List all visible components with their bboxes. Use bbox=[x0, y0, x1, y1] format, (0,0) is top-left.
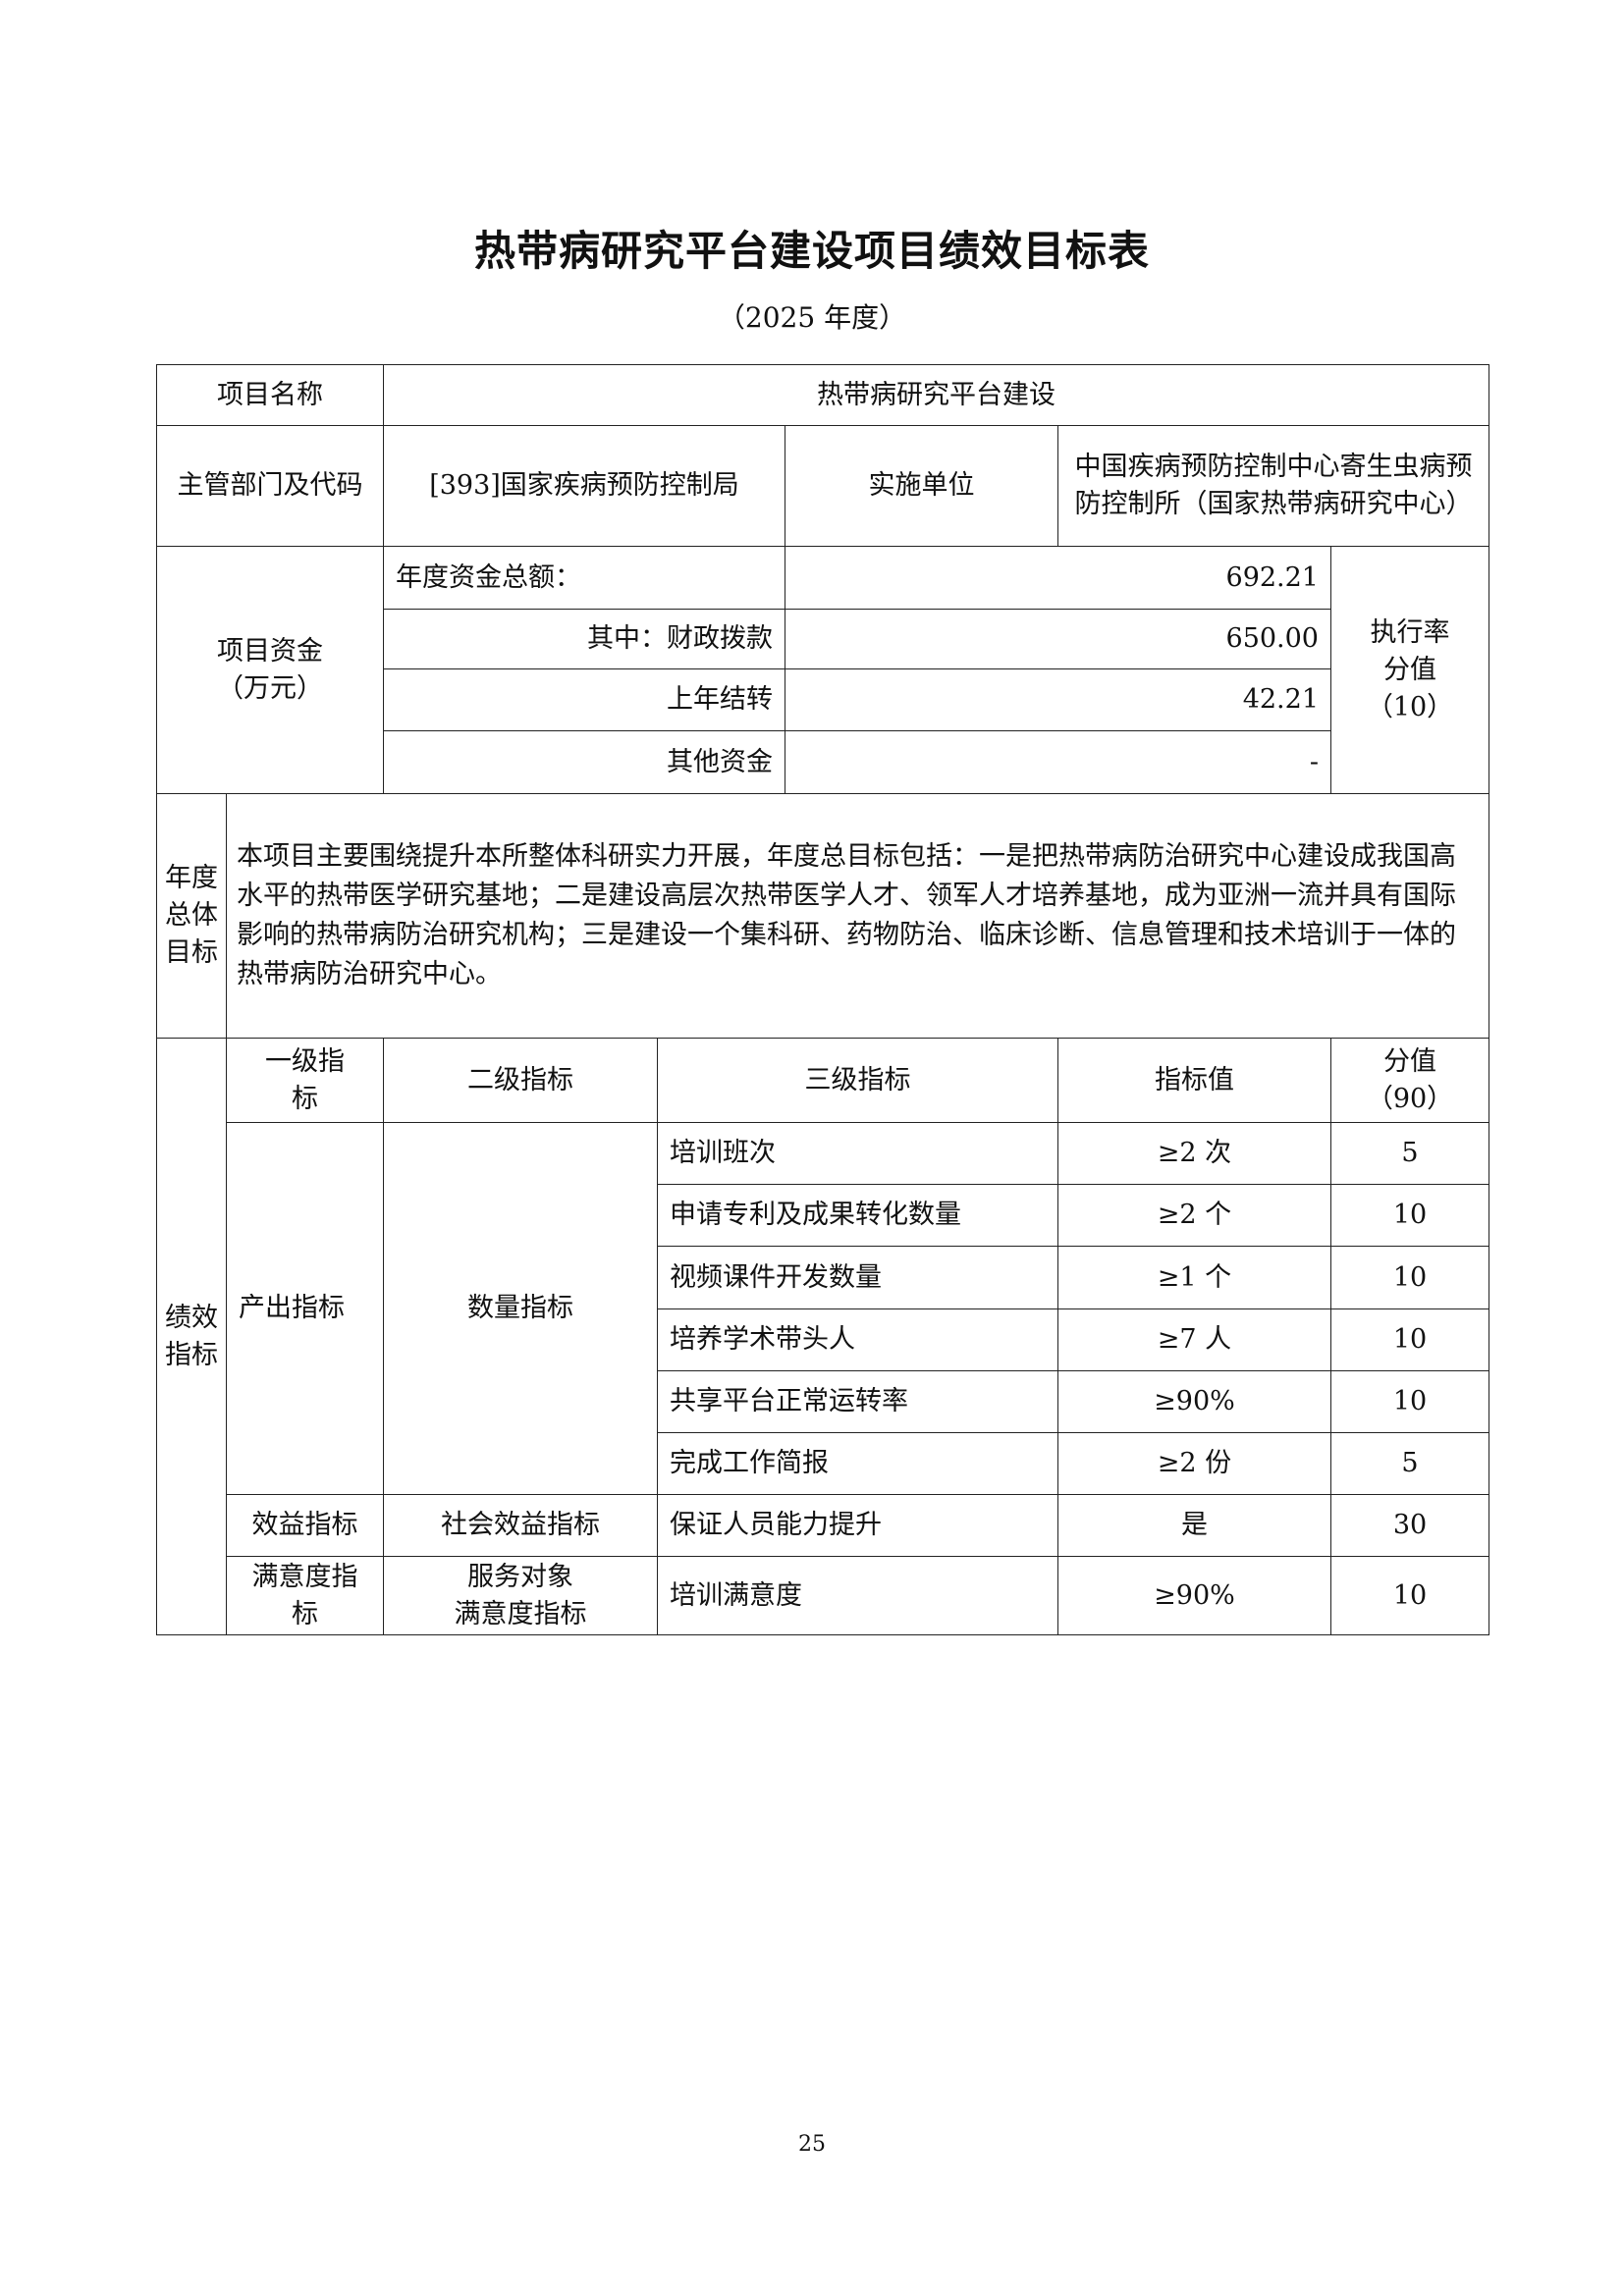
indicator-name: 培训满意度 bbox=[657, 1556, 1058, 1635]
header-value: 指标值 bbox=[1057, 1038, 1331, 1123]
funds-label-unit: （万元） bbox=[217, 672, 323, 704]
indicator-value: ≥2 次 bbox=[1057, 1122, 1331, 1185]
table-row: 年度总体目标 本项目主要围绕提升本所整体科研实力开展，年度总目标包括：一是把热带… bbox=[156, 793, 1490, 1039]
exec-label-score: （10） bbox=[1366, 691, 1454, 722]
performance-target-table: 项目名称 热带病研究平台建设 主管部门及代码 [393]国家疾病预防控制局 实施… bbox=[156, 364, 1490, 1635]
satisfaction-level2: 服务对象 满意度指标 bbox=[383, 1556, 658, 1635]
indicator-name: 申请专利及成果转化数量 bbox=[657, 1184, 1058, 1247]
indicator-score: 10 bbox=[1329, 1370, 1490, 1433]
indicator-name: 完成工作简报 bbox=[657, 1432, 1058, 1495]
exec-label-line: 执行率 bbox=[1370, 616, 1450, 648]
table-row: 培养学术带头人 ≥7 人 10 bbox=[157, 1308, 1490, 1371]
indicator-value: 是 bbox=[1057, 1494, 1331, 1557]
fund-row-label: 其中：财政拨款 bbox=[383, 609, 785, 669]
table-row: 项目名称 热带病研究平台建设 bbox=[156, 364, 1490, 426]
indicator-name: 培训班次 bbox=[657, 1122, 1058, 1185]
table-row: 完成工作简报 ≥2 份 5 bbox=[157, 1432, 1490, 1495]
indicator-value: ≥90% bbox=[1057, 1556, 1331, 1635]
page-number: 25 bbox=[798, 2132, 826, 2157]
table-row: 其他资金 - bbox=[157, 730, 1489, 794]
table-row: 效益指标 社会效益指标 保证人员能力提升 是 30 bbox=[157, 1494, 1490, 1557]
output-level1: 产出指标 bbox=[226, 1122, 384, 1495]
fund-row-label: 上年结转 bbox=[383, 668, 785, 731]
table-row: 共享平台正常运转率 ≥90% 10 bbox=[157, 1370, 1490, 1433]
fund-row-value: 650.00 bbox=[785, 609, 1331, 669]
satisfaction-level2-line: 满意度指标 bbox=[454, 1598, 587, 1629]
benefit-level2: 社会效益指标 bbox=[383, 1494, 658, 1557]
table-row: 满意度指标 服务对象 满意度指标 培训满意度 ≥90% 10 bbox=[157, 1556, 1490, 1635]
indicator-value: ≥90% bbox=[1057, 1370, 1331, 1433]
indicator-score: 5 bbox=[1329, 1122, 1490, 1185]
satisfaction-level2-line: 服务对象 bbox=[467, 1561, 573, 1592]
header-level2: 二级指标 bbox=[383, 1038, 658, 1123]
indicator-value: ≥1 个 bbox=[1057, 1246, 1331, 1309]
indicator-name: 视频课件开发数量 bbox=[657, 1246, 1058, 1309]
impl-label: 实施单位 bbox=[785, 425, 1058, 547]
page-title: 热带病研究平台建设项目绩效目标表 bbox=[473, 227, 1150, 275]
indicator-name: 培养学术带头人 bbox=[657, 1308, 1058, 1371]
indicator-score: 10 bbox=[1329, 1308, 1490, 1371]
goal-label: 年度总体目标 bbox=[156, 793, 227, 1039]
funds-label-line: 项目资金 bbox=[217, 635, 323, 667]
table-row: 其中：财政拨款 650.00 bbox=[157, 609, 1489, 669]
indicator-value: ≥7 人 bbox=[1057, 1308, 1331, 1371]
header-score-total: （90） bbox=[1366, 1083, 1454, 1114]
exec-label-line: 分值 bbox=[1383, 654, 1437, 685]
satisfaction-level1: 满意度指标 bbox=[226, 1556, 384, 1635]
indicator-score: 5 bbox=[1329, 1432, 1490, 1495]
fund-row-value: 692.21 bbox=[785, 546, 1331, 610]
indicator-name: 共享平台正常运转率 bbox=[657, 1370, 1058, 1433]
output-level2: 数量指标 bbox=[383, 1122, 658, 1495]
exec-rate-score: 执行率 分值 （10） bbox=[1329, 546, 1490, 794]
fund-row-label: 年度资金总额： bbox=[383, 546, 785, 610]
benefit-level1: 效益指标 bbox=[226, 1494, 384, 1557]
header-level1: 一级指标 bbox=[226, 1038, 384, 1123]
page-subtitle: （2025 年度） bbox=[717, 301, 907, 334]
table-row: 绩效指标 一级指标 二级指标 三级指标 指标值 分值 （90） bbox=[156, 1038, 1490, 1635]
fund-row-value: 42.21 bbox=[785, 668, 1331, 731]
indicator-value: ≥2 份 bbox=[1057, 1432, 1331, 1495]
impl-value: 中国疾病预防控制中心寄生虫病预防控制所（国家热带病研究中心） bbox=[1056, 425, 1490, 547]
table-row: 视频课件开发数量 ≥1 个 10 bbox=[157, 1246, 1490, 1309]
header-score-line: 分值 bbox=[1383, 1045, 1437, 1077]
dept-value: [393]国家疾病预防控制局 bbox=[383, 425, 785, 547]
goal-text: 本项目主要围绕提升本所整体科研实力开展，年度总目标包括：一是把热带病防治研究中心… bbox=[225, 793, 1490, 1039]
indicators-label: 绩效指标 bbox=[156, 1038, 227, 1635]
dept-label: 主管部门及代码 bbox=[156, 425, 384, 547]
table-row: 主管部门及代码 [393]国家疾病预防控制局 实施单位 中国疾病预防控制中心寄生… bbox=[156, 425, 1490, 547]
table-row: 产出指标 数量指标 培训班次 ≥2 次 5 bbox=[157, 1122, 1490, 1495]
fund-row-label: 其他资金 bbox=[383, 730, 785, 794]
indicator-score: 10 bbox=[1329, 1556, 1490, 1635]
indicator-score: 10 bbox=[1329, 1184, 1490, 1247]
indicator-score: 10 bbox=[1329, 1246, 1490, 1309]
header-level3: 三级指标 bbox=[657, 1038, 1058, 1123]
indicator-value: ≥2 个 bbox=[1057, 1184, 1331, 1247]
indicator-name: 保证人员能力提升 bbox=[657, 1494, 1058, 1557]
fund-row-value: - bbox=[785, 730, 1331, 794]
indicator-score: 30 bbox=[1329, 1494, 1490, 1557]
project-name-value: 热带病研究平台建设 bbox=[382, 364, 1490, 426]
table-row: 申请专利及成果转化数量 ≥2 个 10 bbox=[157, 1184, 1490, 1247]
table-row: 项目资金 （万元） 年度资金总额： 692.21 执行率 分值 （10） bbox=[156, 546, 1490, 794]
header-score: 分值 （90） bbox=[1329, 1038, 1490, 1123]
funds-label: 项目资金 （万元） bbox=[156, 546, 384, 794]
project-name-label: 项目名称 bbox=[156, 364, 384, 426]
